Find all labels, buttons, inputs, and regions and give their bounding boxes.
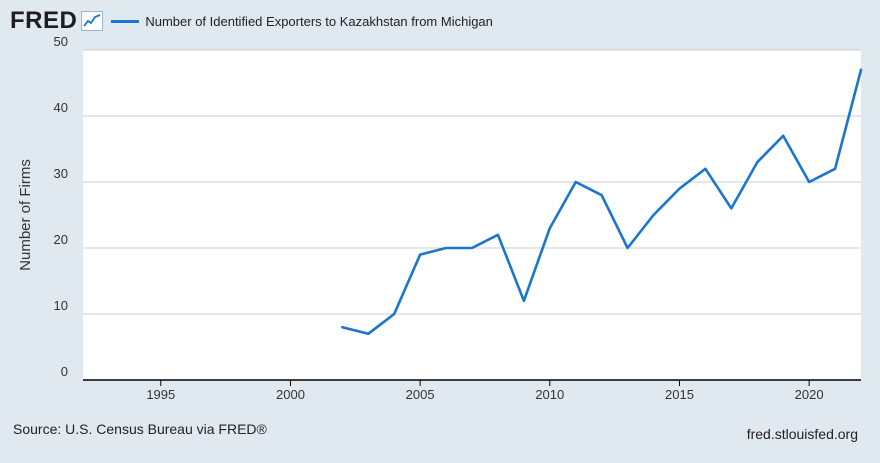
source-note: Source: U.S. Census Bureau via FRED® [13,421,267,437]
y-tick-label: 50 [54,34,68,49]
x-tick-label: 2010 [535,387,564,402]
trend-line-icon [81,11,104,31]
legend-swatch [111,19,140,23]
x-tick-label: 2000 [276,387,305,402]
chart-header: FRED Number of Identified Exporters to K… [10,6,493,36]
y-axis-ticks: 0 10 20 30 40 50 [54,34,68,379]
fred-logo[interactable]: FRED [10,7,78,34]
y-tick-label: 30 [54,166,68,181]
chart-legend: Number of Identified Exporters to Kazakh… [111,14,493,29]
y-tick-label: 10 [54,298,68,313]
y-tick-label: 0 [61,364,68,379]
gridlines [83,49,861,315]
x-tick-label: 2005 [406,387,435,402]
x-tick-label: 1995 [146,387,175,402]
y-tick-label: 20 [54,232,68,247]
x-tick-label: 2020 [795,387,824,402]
x-tick-label: 2015 [665,387,694,402]
x-axis-ticks: 1995 2000 2005 2010 2015 2020 [146,380,824,402]
y-tick-label: 40 [54,100,68,115]
y-axis-label: Number of Firms [17,159,34,271]
plot-area [83,50,861,380]
series-group [81,68,863,375]
legend-label: Number of Identified Exporters to Kazakh… [145,13,493,29]
site-link[interactable]: fred.stlouisfed.org [746,426,858,442]
